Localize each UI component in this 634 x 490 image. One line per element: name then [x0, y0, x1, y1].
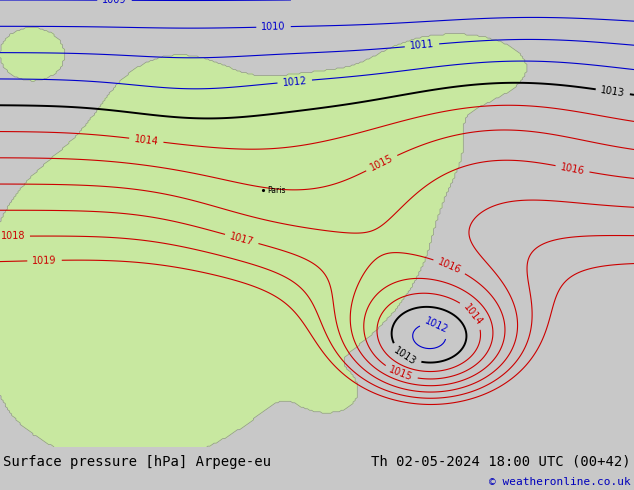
Text: 1015: 1015: [388, 365, 414, 383]
Text: 1010: 1010: [261, 22, 286, 32]
Text: 1018: 1018: [1, 231, 25, 241]
Text: 1012: 1012: [424, 316, 450, 336]
Text: 1014: 1014: [134, 134, 159, 147]
Text: © weatheronline.co.uk: © weatheronline.co.uk: [489, 477, 631, 487]
Text: 1017: 1017: [228, 231, 255, 247]
Text: 1012: 1012: [282, 75, 307, 88]
Text: 1019: 1019: [32, 255, 57, 266]
Text: 1016: 1016: [560, 162, 585, 176]
Text: 1014: 1014: [462, 302, 484, 327]
Text: Surface pressure [hPa] Arpege-eu: Surface pressure [hPa] Arpege-eu: [3, 455, 271, 469]
Text: Paris: Paris: [268, 186, 286, 195]
Text: Th 02-05-2024 18:00 UTC (00+42): Th 02-05-2024 18:00 UTC (00+42): [371, 455, 631, 469]
Text: 1009: 1009: [102, 0, 127, 5]
Text: 1011: 1011: [410, 39, 434, 51]
Text: 1013: 1013: [392, 345, 418, 367]
Text: 1015: 1015: [368, 153, 395, 173]
Text: 1013: 1013: [600, 85, 626, 98]
Text: 1016: 1016: [436, 257, 463, 275]
